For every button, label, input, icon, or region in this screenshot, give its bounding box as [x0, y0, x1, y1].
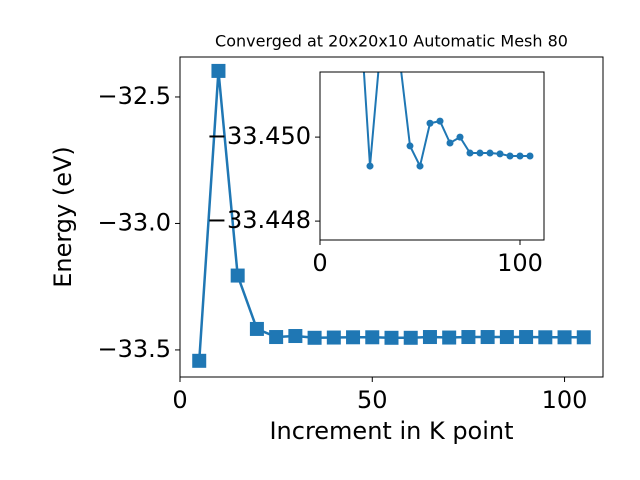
marker [211, 63, 226, 78]
marker [499, 330, 514, 345]
marker [538, 330, 553, 345]
marker [442, 330, 457, 345]
marker [519, 330, 534, 345]
x-axis-label: Increment in K point [269, 417, 513, 445]
marker [422, 330, 437, 345]
marker [446, 139, 454, 147]
marker [426, 119, 434, 127]
chart-title: Converged at 20x20x10 Automatic Mesh 80 [215, 32, 568, 51]
marker [366, 162, 374, 170]
marker [557, 330, 572, 345]
axes-frame [179, 56, 604, 378]
marker [436, 117, 444, 125]
marker [346, 330, 361, 345]
x-tick-label: 0 [172, 386, 187, 414]
y-axis-label: Energy (eV) [49, 146, 77, 288]
x-tick-label: 100 [497, 249, 543, 277]
marker [480, 330, 495, 345]
marker [466, 149, 474, 157]
axes-frame [319, 71, 545, 241]
marker [486, 149, 494, 157]
marker [516, 152, 524, 160]
x-tick-label: 50 [357, 386, 388, 414]
x-tick-label: 100 [542, 386, 588, 414]
marker [476, 149, 484, 157]
marker [526, 152, 534, 160]
marker [365, 330, 380, 345]
y-tick-label: −33.0 [97, 208, 171, 236]
marker [192, 353, 207, 368]
marker [384, 330, 399, 345]
marker [249, 321, 264, 336]
y-tick-label: −33.5 [97, 335, 171, 363]
x-tick-label: 0 [312, 249, 327, 277]
marker [416, 162, 424, 170]
marker [307, 330, 322, 345]
marker [461, 330, 476, 345]
marker [406, 142, 414, 150]
marker [269, 330, 284, 345]
marker [496, 150, 504, 158]
y-tick-label: −33.450 [207, 122, 311, 150]
marker [576, 330, 591, 345]
plot-group [192, 63, 591, 368]
y-tick-label: −33.448 [207, 206, 311, 234]
y-tick-label: −32.5 [97, 82, 171, 110]
marker [326, 330, 341, 345]
marker [506, 152, 514, 160]
marker [288, 329, 303, 344]
marker [230, 268, 245, 283]
marker [403, 330, 418, 345]
marker [456, 133, 464, 141]
plot-group [362, 72, 534, 170]
